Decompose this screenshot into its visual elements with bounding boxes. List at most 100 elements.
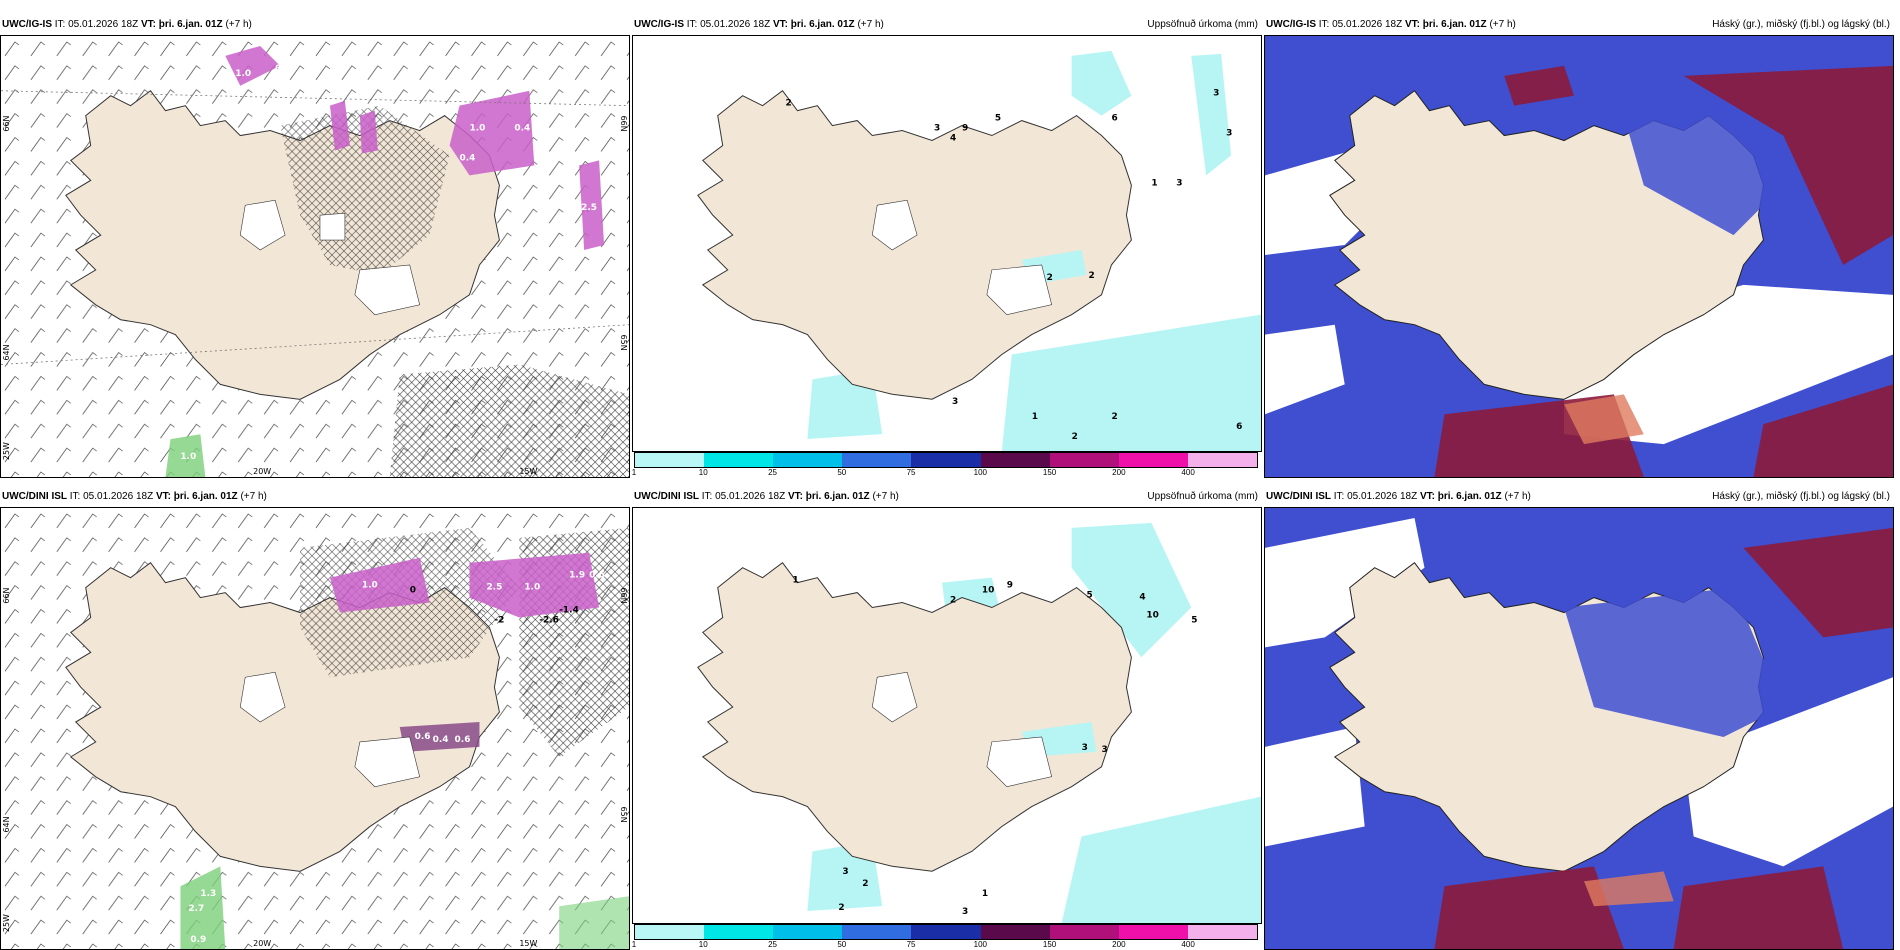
colorbar-tick: 400	[1181, 940, 1195, 949]
precip-value: 2	[1111, 412, 1117, 422]
colorbar-cell	[1118, 925, 1188, 939]
colorbar-ticks: 1 10 25 50 75 100 150 200 400	[632, 468, 1258, 478]
lead-time: (+7 h)	[1504, 491, 1531, 502]
model-name: UWC/DINI ISL	[2, 491, 67, 502]
colorbar-cell	[773, 453, 843, 467]
lon-label: 15W	[519, 467, 537, 476]
colorbar-cell	[704, 453, 774, 467]
precip-value: 1	[1151, 178, 1157, 188]
panel-header: UWC/DINI ISL IT: 05.01.2026 18Z VT: þri.…	[632, 487, 1262, 507]
model-name: UWC/DINI ISL	[634, 491, 699, 502]
map-precip[interactable]: 1 2 10 9 5 4 10 5 3 3 3 2 1 2 3	[632, 507, 1262, 924]
wind-value: 0.6	[455, 735, 471, 745]
valid-time: VT: þri. 6.jan. 01Z	[787, 491, 870, 502]
precip-value: 5	[995, 114, 1001, 124]
colorbar-cells	[634, 452, 1258, 468]
precip-value: 2	[838, 903, 844, 913]
panel-dini-cloud: UWC/DINI ISL IT: 05.01.2026 18Z VT: þri.…	[1264, 487, 1894, 950]
precip-value: 2	[1047, 273, 1053, 283]
colorbar-tick: 1	[632, 468, 637, 477]
lon-label: 20W	[253, 939, 271, 948]
colorbar-tick: 75	[906, 468, 916, 477]
precip-value: 3	[962, 907, 968, 917]
panel-igis-cloud: UWC/IG-IS IT: 05.01.2026 18Z VT: þri. 6.…	[1264, 15, 1894, 478]
panel-header: UWC/DINI ISL IT: 05.01.2026 18Z VT: þri.…	[1264, 487, 1894, 507]
map-precip[interactable]: 2 3 4 9 5 6 3 3 1 3 2 2 1 2 6 2 3	[632, 35, 1262, 452]
precip-value: 5	[1087, 591, 1093, 601]
wind-value: 0.6	[275, 64, 291, 74]
lat-label: 64N	[2, 344, 11, 360]
colorbar-tick: 10	[698, 940, 708, 949]
precip-value: 9	[962, 124, 968, 134]
precip-value: 4	[950, 134, 956, 144]
valid-time: VT: þri. 6.jan. 01Z	[1404, 19, 1487, 30]
lead-time: (+7 h)	[1489, 19, 1516, 30]
precip-value: 3	[1176, 178, 1182, 188]
precip-value: 1	[792, 576, 798, 586]
wind-value: 1.0	[470, 124, 486, 134]
colorbar-cell	[1049, 925, 1119, 939]
lead-time: (+7 h)	[240, 491, 267, 502]
colorbar-cell	[773, 925, 843, 939]
colorbar-cell	[911, 453, 981, 467]
precip-value: 3	[1082, 743, 1088, 753]
init-time: IT: 05.01.2026 18Z	[701, 491, 786, 502]
panel-dini-precip: UWC/DINI ISL IT: 05.01.2026 18Z VT: þri.…	[632, 487, 1262, 950]
precip-value: 3	[1102, 745, 1108, 755]
lead-time: (+7 h)	[872, 491, 899, 502]
wind-value: -2	[494, 615, 504, 625]
colorbar-cell	[980, 925, 1050, 939]
lat-label: 66N	[2, 587, 11, 603]
colorbar-cell	[635, 453, 705, 467]
precip-value: 2	[950, 596, 956, 606]
init-time: IT: 05.01.2026 18Z	[54, 19, 139, 30]
colorbar-cells	[634, 924, 1258, 940]
map-cloud[interactable]	[1264, 507, 1894, 950]
colorbar: 1 10 25 50 75 100 150 200 400	[632, 924, 1262, 950]
lead-time: (+7 h)	[225, 19, 252, 30]
wind-value: 0	[410, 586, 416, 596]
precip-value: 3	[1226, 129, 1232, 139]
panel-dini-wind: UWC/DINI ISL IT: 05.01.2026 18Z VT: þri.…	[0, 487, 630, 950]
colorbar-tick: 100	[973, 940, 987, 949]
lat-label: 64N	[2, 816, 11, 832]
map-wind[interactable]: 1.0 0.6 1.0 0.4 0.4 2.5 1.0 66N 64N 66N …	[0, 35, 630, 478]
valid-time: VT: þri. 6.jan. 01Z	[772, 19, 855, 30]
map-cloud[interactable]	[1264, 35, 1894, 478]
valid-time: VT: þri. 6.jan. 01Z	[140, 19, 223, 30]
wind-value: 1.0	[524, 583, 540, 593]
precip-value: 4	[1139, 593, 1145, 603]
colorbar-cell	[980, 453, 1050, 467]
wind-value: 0.5	[589, 571, 605, 581]
wind-value: 2.5	[581, 203, 597, 213]
model-name: UWC/IG-IS	[2, 19, 52, 30]
colorbar-cell	[1187, 925, 1257, 939]
wind-value: 2.5	[486, 583, 502, 593]
wind-value: -2.6	[539, 615, 559, 625]
precip-value: 3	[934, 124, 940, 134]
precip-value: 2	[1072, 432, 1078, 442]
panel-igis-precip: UWC/IG-IS IT: 05.01.2026 18Z VT: þri. 6.…	[632, 15, 1262, 478]
colorbar: 1 10 25 50 75 100 150 200 400	[632, 452, 1262, 478]
wind-value: 2.7	[188, 904, 204, 914]
precip-value: 3	[1213, 89, 1219, 99]
model-name: UWC/DINI ISL	[1266, 491, 1331, 502]
panel-title: Uppsöfnuð úrkoma (mm)	[1147, 19, 1258, 30]
wind-value: 0.4	[433, 735, 449, 745]
init-time: IT: 05.01.2026 18Z	[69, 491, 154, 502]
colorbar-tick: 1	[632, 940, 637, 949]
colorbar-cell	[1118, 453, 1188, 467]
wind-value: 1.0	[362, 581, 378, 591]
lat-label: 66N	[619, 588, 628, 604]
map-wind[interactable]: 1.0 2.5 1.0 1.9 0.5 0.6 0.4 0.6 1.3 0.9 …	[0, 507, 630, 950]
colorbar-cell	[1049, 453, 1119, 467]
wind-value: 1.9	[569, 571, 585, 581]
colorbar-tick: 25	[768, 468, 777, 477]
colorbar-cell	[842, 453, 912, 467]
colorbar-cell	[635, 925, 705, 939]
wind-value: 0.4	[460, 153, 476, 163]
precip-value: 6	[1111, 114, 1117, 124]
wind-value: 0.4	[514, 124, 530, 134]
lon-label: 25W	[2, 914, 11, 932]
panel-title: Háský (gr.), miðský (fj.bl.) og lágský (…	[1712, 19, 1890, 30]
